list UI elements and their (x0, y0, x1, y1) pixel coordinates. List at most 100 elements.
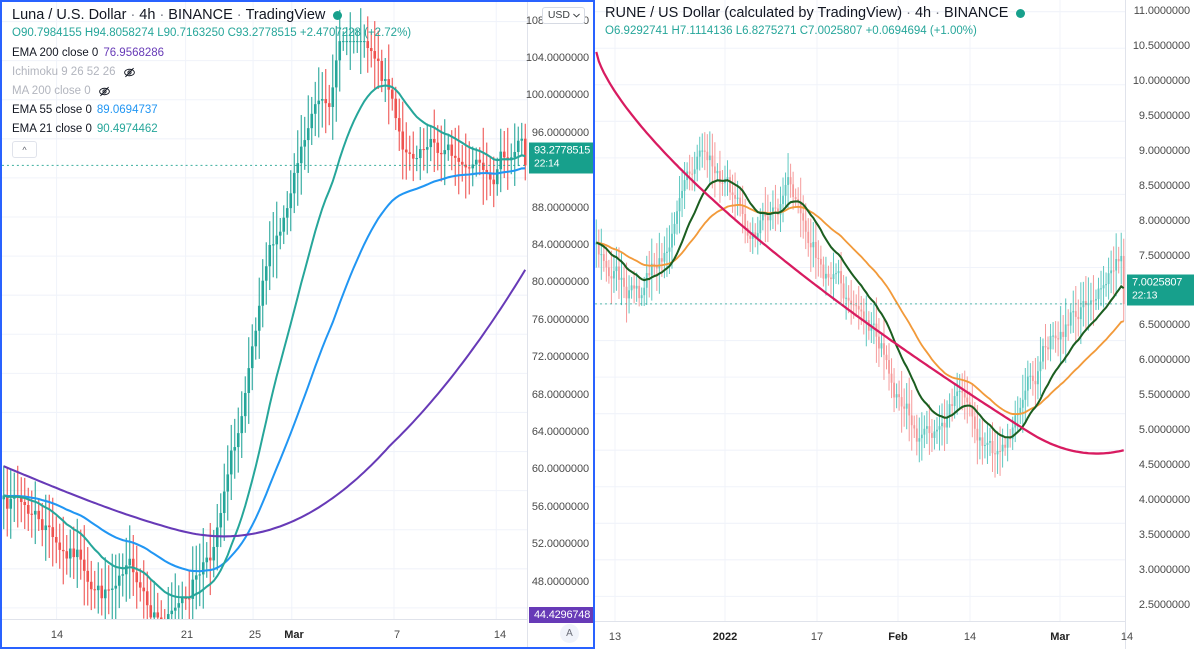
interval-label[interactable]: 4h (914, 5, 932, 21)
time-tick: 25 (248, 629, 262, 641)
price-tick: 52.0000000 (531, 538, 589, 551)
price-tick: 48.0000000 (531, 575, 589, 588)
price-tick: 6.5000000 (1138, 319, 1190, 332)
time-tick: 17 (810, 631, 824, 643)
exchange-label[interactable]: BINANCE (168, 7, 233, 23)
chart-legend-luna: Luna / U.S. Dollar · 4h · BINANCE · Trad… (12, 7, 411, 158)
indicator-label: EMA 200 close 0 (12, 47, 99, 59)
ohlc-row: O 6.9292741 H 7.1114136 L 6.8275271 C 7.0025… (605, 23, 1025, 40)
price-tick: 80.0000000 (531, 276, 589, 289)
indicator-value: 76.9568286 (103, 47, 165, 59)
eye-off-icon[interactable] (123, 66, 136, 79)
current-price-tag: 44.4296748 (529, 606, 593, 623)
current-price-tag: 93.2778515 22:14 (529, 142, 593, 174)
change-value: +2.4707228 (299, 27, 361, 39)
price-tag-time: 22:13 (1132, 289, 1158, 302)
price-tick: 5.0000000 (1138, 424, 1190, 437)
price-tick: 76.0000000 (531, 313, 589, 326)
close-label: C (227, 27, 236, 39)
price-tick: 100.0000000 (525, 89, 589, 102)
legend-title-row[interactable]: Luna / U.S. Dollar · 4h · BINANCE · Trad… (12, 7, 411, 24)
collapse-legend-button[interactable]: ^ (12, 141, 37, 158)
separator-dot: · (159, 7, 165, 23)
open-value: 90.7984155 (20, 27, 82, 39)
price-tick: 88.0000000 (531, 201, 589, 214)
change-percent: (+1.00%) (929, 25, 977, 37)
separator-dot: · (236, 7, 242, 23)
indicator-label: MA 200 close 0 (12, 85, 91, 97)
price-tick: 64.0000000 (531, 426, 589, 439)
open-label: O (12, 27, 21, 39)
low-label: L (157, 27, 164, 39)
indicator-value: 89.0694737 (96, 104, 158, 116)
time-axis-rune[interactable]: 13 2022 17 Feb 14 Mar 14 (595, 621, 1133, 649)
indicator-label: EMA 21 close 0 (12, 123, 92, 135)
time-tick: 14 (1120, 631, 1134, 643)
indicator-row-ema55[interactable]: EMA 55 close 0 89.0694737 (12, 102, 411, 119)
chart-pane-rune[interactable]: RUNE / US Dollar (calculated by TradingV… (595, 0, 1194, 649)
price-tag-value: 44.4296748 (534, 608, 591, 621)
price-tick: 84.0000000 (531, 239, 589, 252)
time-tick: 14 (963, 631, 977, 643)
high-value: 94.8058274 (93, 27, 154, 39)
separator-dot: · (130, 7, 136, 23)
close-value: 93.2778515 (235, 27, 297, 39)
price-tick: 96.0000000 (531, 126, 589, 139)
indicator-row-ma200[interactable]: MA 200 close 0 (12, 83, 411, 100)
time-tick: 2022 (712, 631, 738, 643)
low-value: 6.8275271 (742, 25, 797, 37)
high-label: H (671, 25, 680, 37)
price-axis-rune[interactable]: 11.0000000 10.5000000 10.0000000 9.5000000 9… (1125, 0, 1194, 649)
time-axis-luna[interactable]: 14 21 25 Mar 7 14 (2, 619, 527, 647)
close-value: 7.0025807 (808, 25, 863, 37)
time-tick: Feb (888, 631, 908, 643)
chart-plot-area-luna[interactable] (2, 2, 527, 647)
close-label: C (799, 25, 808, 37)
price-tag-value: 7.0025807 (1132, 276, 1183, 289)
current-price-tag: 7.0025807 22:13 (1127, 274, 1194, 306)
price-tick: 104.0000000 (525, 52, 589, 65)
low-label: L (735, 25, 743, 37)
chart-plot-area-rune[interactable] (595, 0, 1125, 649)
time-tick: 14 (493, 629, 507, 641)
chevron-down-icon (573, 9, 580, 21)
price-tick: 10.5000000 (1132, 40, 1190, 53)
price-tick: 3.0000000 (1138, 563, 1190, 576)
separator-dot: · (906, 5, 911, 21)
auto-fit-button[interactable]: A (560, 624, 579, 643)
price-tick: 4.0000000 (1138, 493, 1190, 506)
symbol-name[interactable]: RUNE / US Dollar (calculated by TradingV… (605, 5, 903, 21)
indicator-row-ichimoku[interactable]: Ichimoku 9 26 52 26 (12, 64, 411, 81)
time-tick: 14 (50, 629, 64, 641)
market-open-dot (1016, 9, 1026, 18)
legend-title-row[interactable]: RUNE / US Dollar (calculated by TradingV… (605, 5, 1026, 22)
chart-pane-luna[interactable]: Luna / U.S. Dollar · 4h · BINANCE · Trad… (0, 0, 595, 649)
time-tick: 7 (393, 629, 401, 641)
indicator-row-ema21[interactable]: EMA 21 close 0 90.4974462 (12, 121, 411, 138)
price-tick: 68.0000000 (531, 388, 589, 401)
time-tick: 21 (180, 629, 194, 641)
indicator-row-ema200[interactable]: EMA 200 close 0 76.9568286 (12, 45, 411, 62)
price-axis-luna[interactable]: 108.0000000104.0000000100.000000096.0000… (525, 2, 593, 647)
price-tick: 4.5000000 (1138, 459, 1190, 471)
price-tick: 11.0000000 (1133, 5, 1190, 18)
ohlc-row: O 90.7984155 H 94.8058274 L 90.7163250 C 93.… (12, 25, 411, 42)
indicator-value: 90.4974462 (96, 123, 158, 135)
price-tick: 6.0000000 (1138, 354, 1190, 367)
eye-off-icon[interactable] (98, 85, 111, 98)
exchange-label[interactable]: BINANCE (943, 5, 1009, 21)
price-tag-value: 93.2778515 (534, 144, 591, 157)
open-value: 6.9292741 (613, 25, 669, 37)
separator-dot: · (935, 5, 940, 21)
source-label: TradingView (245, 7, 326, 23)
price-tick: 56.0000000 (531, 500, 589, 513)
symbol-name[interactable]: Luna / U.S. Dollar (12, 7, 127, 23)
price-tick: 9.5000000 (1138, 109, 1190, 122)
currency-unit-button[interactable]: USD (541, 7, 585, 24)
chart-legend-rune: RUNE / US Dollar (calculated by TradingV… (605, 5, 1026, 43)
price-tick: 72.0000000 (531, 351, 589, 364)
price-tick: 60.0000000 (531, 463, 589, 476)
interval-label[interactable]: 4h (139, 7, 156, 23)
change-percent: (+2.72%) (364, 27, 412, 39)
